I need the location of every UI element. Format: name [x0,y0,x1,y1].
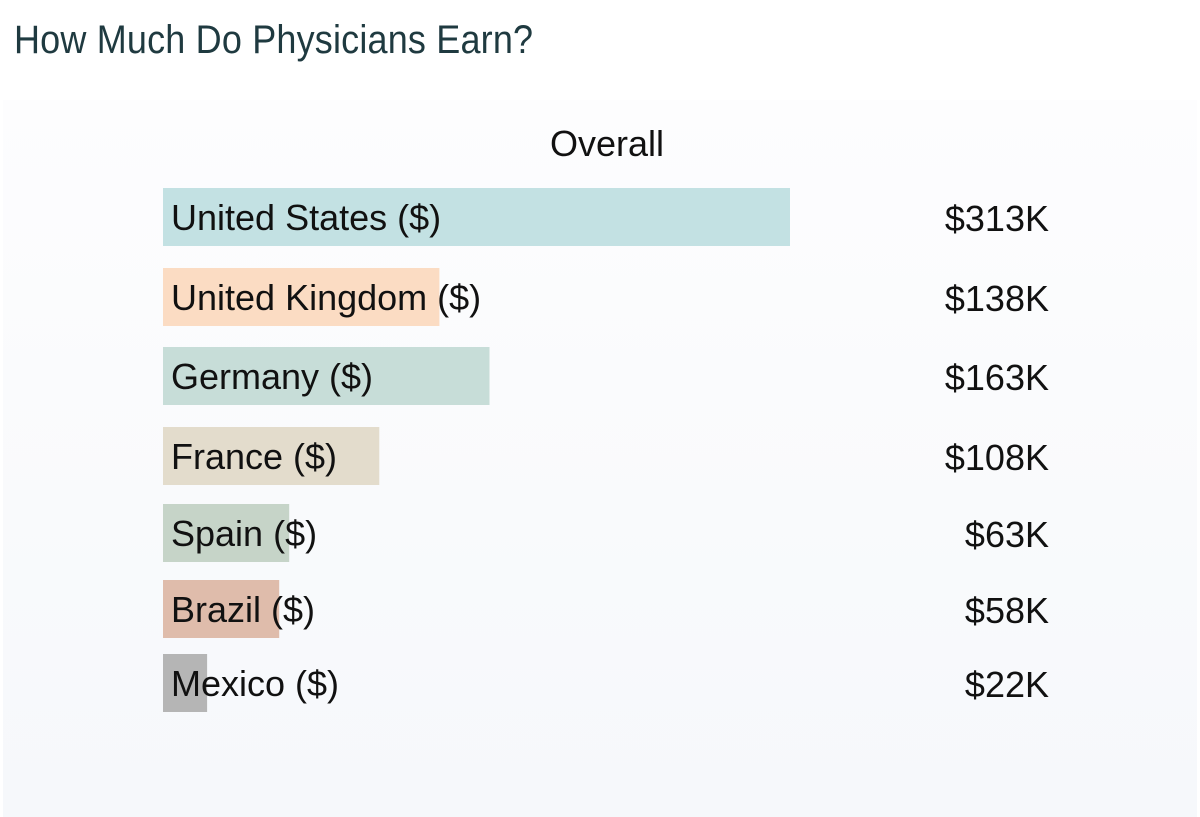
value-label: $163K [945,357,1049,398]
bar-2 [163,347,490,405]
category-label: United Kingdom ($) [171,277,481,318]
value-label: $63K [965,514,1049,555]
value-label: $108K [945,437,1049,478]
page-title: How Much Do Physicians Earn? [14,18,534,62]
value-label: $22K [965,664,1049,705]
bar-1 [163,268,440,326]
category-label: Germany ($) [171,356,373,397]
bar-3 [163,427,380,485]
category-label: Spain ($) [171,513,317,554]
category-label: France ($) [171,436,337,477]
bar-chart: Overall United States ($) $313K United Kin… [163,123,1049,712]
bar-4 [163,504,290,562]
chart-title: Overall [550,123,664,164]
bars-group: United States ($) $313K United Kingdom ($)… [163,188,1049,712]
bar-6 [163,654,208,712]
bar-0 [163,188,790,246]
value-label: $58K [965,590,1049,631]
chart-panel: Overall United States ($) $313K United Kin… [3,100,1197,817]
value-label: $138K [945,278,1049,319]
value-label: $313K [945,198,1049,239]
category-label: United States ($) [171,197,441,238]
category-label: Mexico ($) [171,663,339,704]
category-label: Brazil ($) [171,589,315,630]
bar-5 [163,580,280,638]
